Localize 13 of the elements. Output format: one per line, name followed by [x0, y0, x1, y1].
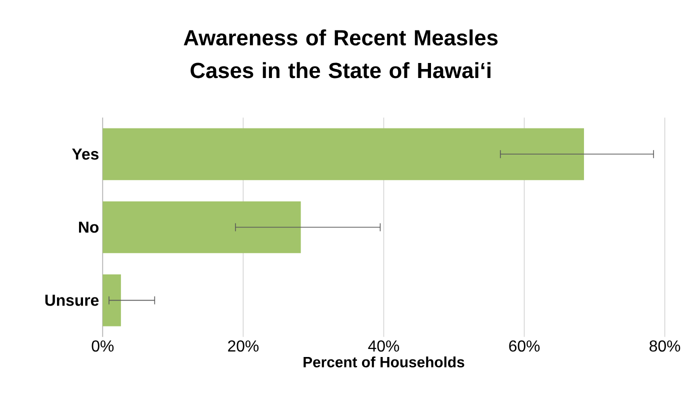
x-tick-label: 0% [92, 340, 114, 352]
y-tick-label: Yes [72, 148, 98, 160]
x-tick-label: 60% [509, 340, 540, 352]
y-tick-label: No [79, 222, 99, 233]
y-tick-label: Unsure [45, 294, 99, 306]
bar [102, 274, 121, 326]
x-tick-label: 40% [368, 340, 400, 352]
x-tick-label: 80% [650, 340, 680, 352]
x-axis-title: Percent of Households [304, 356, 464, 368]
bar [102, 202, 301, 254]
x-tick-label: 20% [228, 340, 259, 352]
bar [102, 128, 584, 180]
chart-title: Awareness of Recent Measles Cases in the State of Hawai‘i [184, 30, 498, 78]
